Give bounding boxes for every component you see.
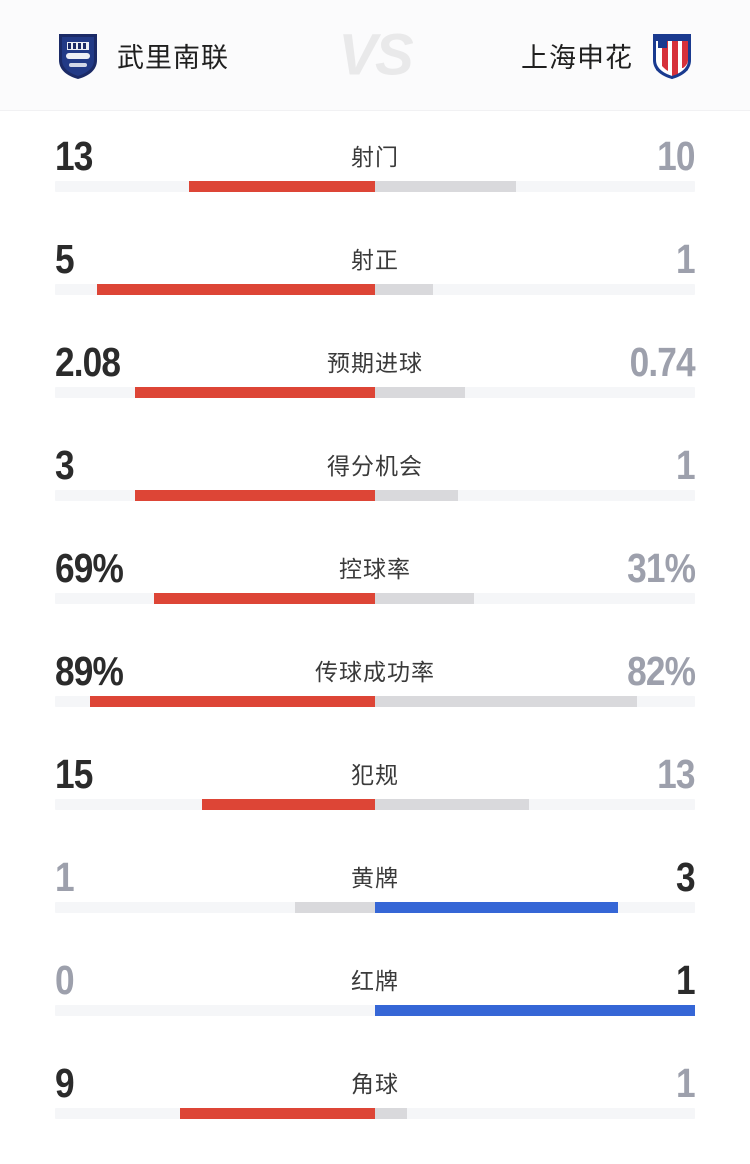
home-team[interactable]: 武里南联 bbox=[55, 30, 355, 80]
stat-bar-track bbox=[55, 1005, 695, 1016]
away-stat-bar bbox=[375, 1108, 407, 1119]
away-stat-bar bbox=[375, 387, 465, 398]
away-stat-value: 1 bbox=[676, 236, 696, 282]
home-stat-bar bbox=[96, 284, 375, 295]
shanghai-shenhua-crest bbox=[649, 30, 695, 80]
stat-bar-track bbox=[55, 902, 695, 913]
away-stat-bar bbox=[375, 181, 516, 192]
stat-label: 控球率 bbox=[339, 556, 411, 582]
home-stat-bar bbox=[135, 490, 375, 501]
stat-label: 黄牌 bbox=[351, 865, 399, 891]
stat-header: 0 红牌 1 bbox=[0, 943, 750, 1005]
home-stat-bar bbox=[295, 902, 375, 913]
stat-row: 1 黄牌 3 bbox=[0, 840, 750, 943]
stat-bar-track bbox=[55, 593, 695, 604]
home-stat-value: 0 bbox=[55, 957, 75, 1003]
away-stat-bar bbox=[375, 593, 475, 604]
away-stat-value: 1 bbox=[676, 442, 696, 488]
stat-row: 89% 传球成功率 82% bbox=[0, 634, 750, 737]
home-stat-value: 15 bbox=[55, 751, 93, 797]
home-team-name: 武里南联 bbox=[117, 42, 229, 73]
stat-bar-track bbox=[55, 490, 695, 501]
home-stat-value: 5 bbox=[55, 236, 75, 282]
stat-header: 69% 控球率 31% bbox=[0, 531, 750, 593]
away-stat-value: 31% bbox=[627, 545, 696, 591]
stat-header: 9 角球 1 bbox=[0, 1046, 750, 1108]
stat-label: 角球 bbox=[351, 1071, 399, 1097]
stat-row: 2.08 预期进球 0.74 bbox=[0, 325, 750, 428]
away-stat-value: 1 bbox=[676, 957, 696, 1003]
home-stat-value: 9 bbox=[55, 1060, 75, 1106]
stat-header: 13 射门 10 bbox=[0, 119, 750, 181]
away-stat-bar bbox=[375, 902, 619, 913]
home-stat-bar bbox=[90, 696, 375, 707]
stat-label: 红牌 bbox=[351, 968, 399, 994]
stat-label: 得分机会 bbox=[327, 453, 423, 479]
away-stat-bar bbox=[375, 696, 638, 707]
stat-row: 69% 控球率 31% bbox=[0, 531, 750, 634]
home-stat-bar bbox=[179, 1108, 375, 1119]
away-team-name: 上海申花 bbox=[521, 42, 633, 73]
match-header: 武里南联 上海申花 VS bbox=[0, 0, 750, 111]
away-stat-value: 82% bbox=[627, 648, 696, 694]
stat-header: 15 犯规 13 bbox=[0, 737, 750, 799]
home-stat-bar bbox=[189, 181, 375, 192]
stat-label: 犯规 bbox=[351, 762, 399, 788]
home-stat-value: 2.08 bbox=[55, 339, 121, 385]
away-stat-bar bbox=[375, 490, 459, 501]
stat-row: 9 角球 1 bbox=[0, 1046, 750, 1149]
home-stat-bar bbox=[135, 387, 375, 398]
stat-label: 射门 bbox=[351, 144, 399, 170]
away-stat-bar bbox=[375, 1005, 695, 1016]
stat-row: 0 红牌 1 bbox=[0, 943, 750, 1046]
stat-header: 5 射正 1 bbox=[0, 222, 750, 284]
stat-bar-track bbox=[55, 387, 695, 398]
stat-bar-track bbox=[55, 1108, 695, 1119]
away-stat-bar bbox=[375, 284, 433, 295]
home-stat-value: 89% bbox=[55, 648, 124, 694]
home-stat-value: 1 bbox=[55, 854, 75, 900]
stat-bar-track bbox=[55, 799, 695, 810]
stats-list: 13 射门 10 5 射正 1 2.08 预期进球 0.74 3 得分机会 1 69% 控球率 31% 89%… bbox=[0, 111, 750, 1149]
stat-label: 射正 bbox=[351, 247, 399, 273]
away-stat-value: 10 bbox=[657, 133, 695, 179]
home-stat-bar bbox=[202, 799, 375, 810]
stat-row: 15 犯规 13 bbox=[0, 737, 750, 840]
away-team[interactable]: 上海申花 bbox=[395, 30, 695, 80]
stat-header: 3 得分机会 1 bbox=[0, 428, 750, 490]
home-stat-value: 3 bbox=[55, 442, 75, 488]
stat-header: 89% 传球成功率 82% bbox=[0, 634, 750, 696]
home-stat-value: 13 bbox=[55, 133, 93, 179]
away-stat-value: 3 bbox=[676, 854, 696, 900]
stat-label: 预期进球 bbox=[327, 350, 423, 376]
home-stat-value: 69% bbox=[55, 545, 124, 591]
stat-row: 3 得分机会 1 bbox=[0, 428, 750, 531]
stat-bar-track bbox=[55, 696, 695, 707]
buriram-united-crest bbox=[55, 30, 101, 80]
away-stat-bar bbox=[375, 799, 529, 810]
away-stat-value: 0.74 bbox=[629, 339, 696, 385]
stat-header: 2.08 预期进球 0.74 bbox=[0, 325, 750, 387]
stat-header: 1 黄牌 3 bbox=[0, 840, 750, 902]
home-stat-bar bbox=[154, 593, 375, 604]
stat-label: 传球成功率 bbox=[315, 659, 435, 685]
away-stat-value: 13 bbox=[657, 751, 695, 797]
away-stat-value: 1 bbox=[676, 1060, 696, 1106]
stat-bar-track bbox=[55, 284, 695, 295]
stat-row: 5 射正 1 bbox=[0, 222, 750, 325]
stat-row: 13 射门 10 bbox=[0, 119, 750, 222]
stat-bar-track bbox=[55, 181, 695, 192]
